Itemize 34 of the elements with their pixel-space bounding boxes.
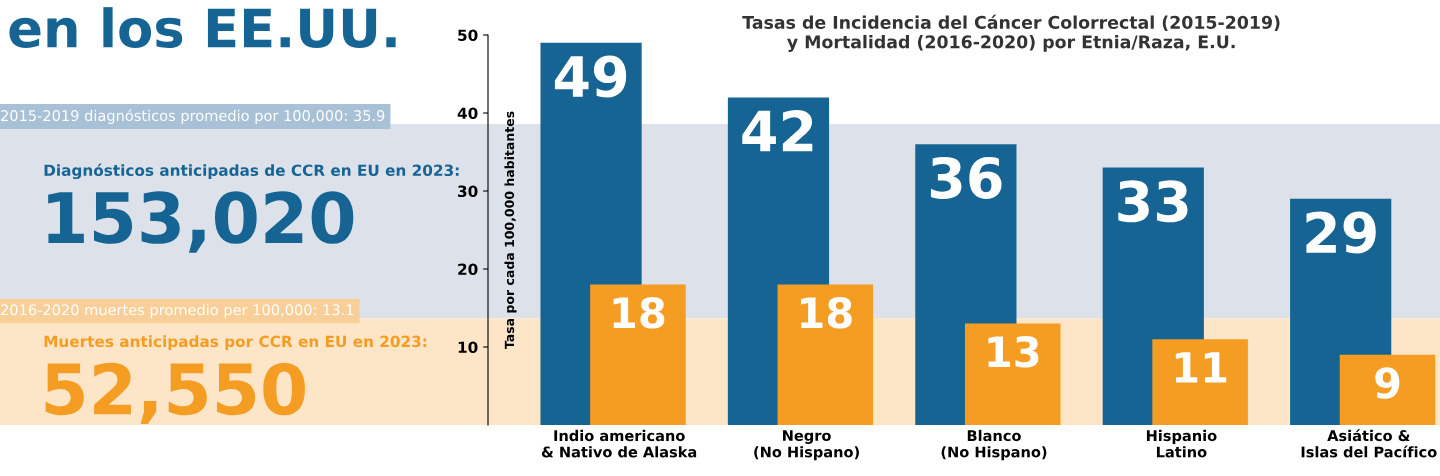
bar	[1339, 354, 1436, 425]
data-label: 9	[1375, 367, 1400, 399]
data-label: 11	[1175, 352, 1227, 383]
data-label: 13	[988, 336, 1039, 368]
text: Diagnósticos anticipadas de CCR en EU en 2023:	[44, 163, 459, 180]
data-label: 18	[801, 297, 852, 329]
bar	[590, 284, 686, 425]
x-tick-label: Negro (No Hispano)	[754, 430, 859, 461]
data-label: 18	[613, 297, 665, 329]
bar	[1152, 339, 1248, 425]
data-label: 33	[1118, 180, 1188, 223]
data-label: 29	[1306, 211, 1376, 254]
band-label: 2016-2020 muertes promedio per 100,000: 13.1	[1, 304, 354, 319]
x-tick-label: Hispanio Latino	[1146, 429, 1217, 458]
x-tick-label: Blanco (No Hispano)	[941, 429, 1047, 461]
bar	[777, 284, 874, 425]
x-tick-label: Asiático & Islas del Pacífico	[1301, 429, 1437, 458]
bar	[964, 323, 1061, 425]
text: 52,550	[45, 362, 305, 425]
data-label: 42	[742, 110, 813, 152]
y-tick-label: 30	[458, 185, 478, 198]
y-tick-label: 20	[458, 263, 478, 276]
chart-title: Tasas de Incidencia del Cáncer Colorrectal (2015-2019) y Mortalidad (2016-2020) por Etnia/Raza, E.U.	[742, 14, 1280, 52]
band-label: 2015-2019 diagnósticos promedio por 100,000: 35.9	[1, 109, 385, 124]
y-tick-label: 10	[458, 341, 478, 354]
text: 153,020	[48, 191, 354, 253]
y-tick-label: 40	[457, 107, 478, 120]
y-tick-label: 50	[458, 29, 478, 42]
x-tick-label: Indio americano & Nativo de Alaska	[541, 429, 697, 458]
y-axis-title: Tasa por cada 100,000 habitantes	[504, 111, 517, 350]
text: en los EE.UU.	[9, 7, 396, 48]
data-label: 49	[554, 55, 627, 98]
text: Muertes anticipadas por CCR en EU en 2023:	[44, 335, 427, 351]
data-label: 36	[930, 156, 1002, 199]
